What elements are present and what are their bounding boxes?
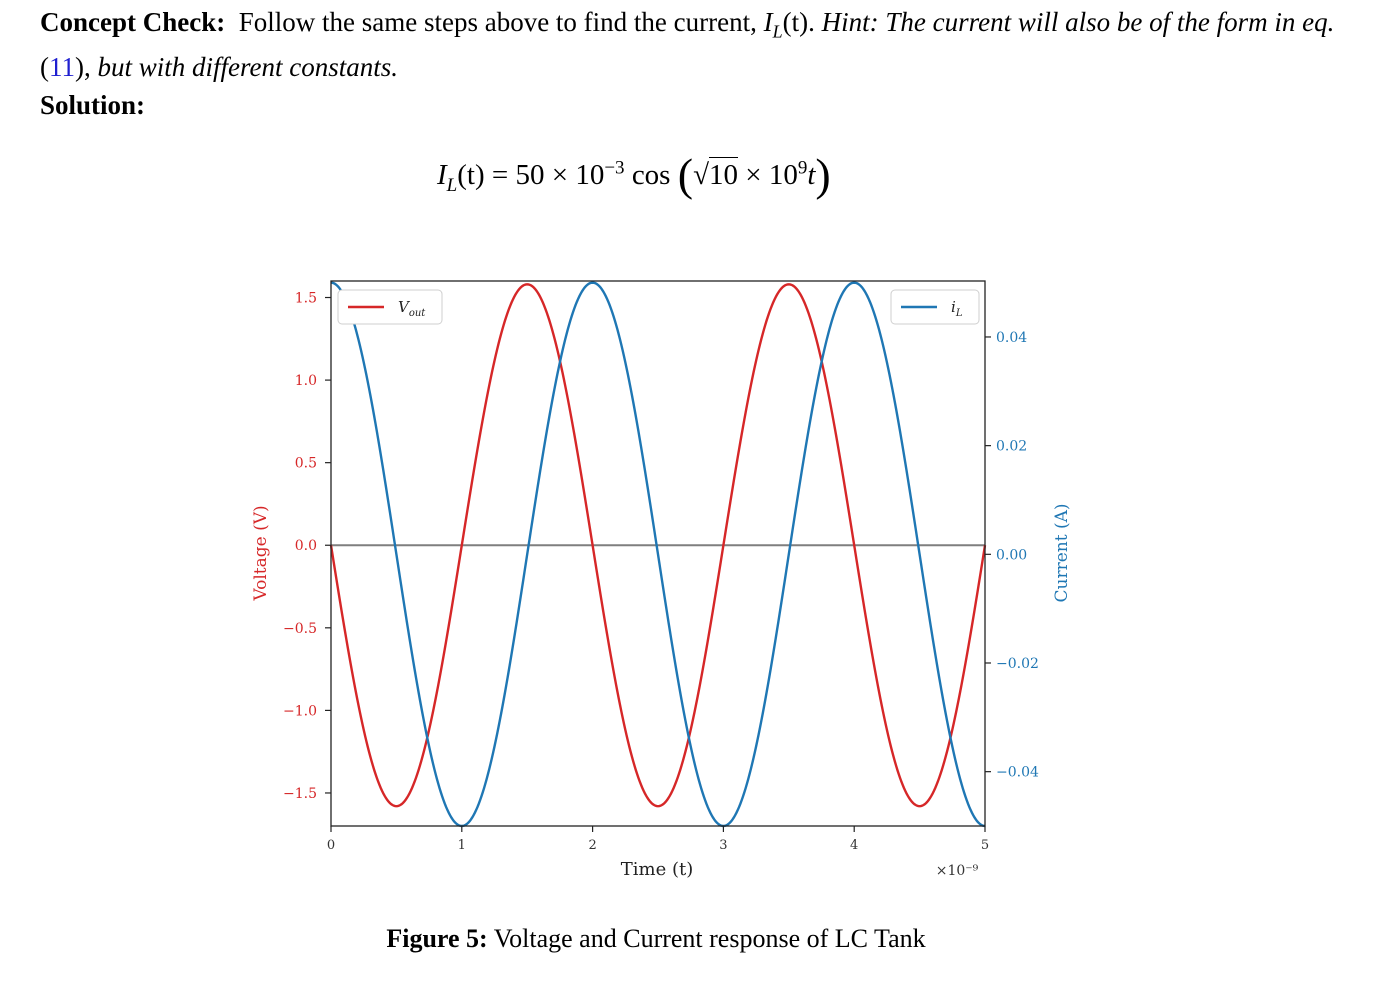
figure-caption: Figure 5: Voltage and Current response o… bbox=[386, 924, 926, 953]
x-tick-label: 5 bbox=[981, 838, 989, 853]
solution-label: Solution: bbox=[40, 90, 146, 120]
y-left-tick-label: −1.0 bbox=[283, 703, 317, 719]
x-axis-multiplier: ×10⁻⁹ bbox=[936, 863, 979, 879]
y-right-tick-label: 0.04 bbox=[996, 330, 1027, 346]
x-axis-label: Time (t) bbox=[621, 859, 693, 880]
plot-frame bbox=[330, 280, 986, 827]
y-left-tick-label: 0.0 bbox=[295, 538, 317, 554]
y-right-tick-label: −0.02 bbox=[996, 656, 1039, 672]
series-line-v-out bbox=[329, 283, 987, 808]
y-left-tick-label: −1.5 bbox=[283, 786, 317, 802]
current-symbol: IL bbox=[763, 7, 783, 42]
y-left-tick-label: 1.0 bbox=[295, 373, 317, 389]
hint-text: Hint: The current will also be of the fo… bbox=[821, 7, 1335, 37]
y-left-tick-label: 1.5 bbox=[295, 291, 317, 307]
x-tick-label: 4 bbox=[850, 838, 858, 853]
y-right-tick-label: 0.02 bbox=[996, 439, 1027, 455]
equation-ref-link[interactable]: (11), bbox=[40, 52, 91, 83]
y-right-tick-label: 0.00 bbox=[996, 547, 1027, 563]
current-symbol-arg: (t). bbox=[782, 7, 815, 37]
y-right-tick-label: −0.04 bbox=[996, 765, 1039, 781]
current-equation: IL(t) = 50 × 10−3 cos (√10 × 109t) bbox=[437, 149, 831, 200]
concept-check-paragraph: Concept Check: Follow the same steps abo… bbox=[40, 4, 1350, 85]
y-left-axis-label: Voltage (V) bbox=[251, 505, 271, 601]
series-line-i-l bbox=[330, 281, 986, 828]
y-right-axis-label: Current (A) bbox=[1052, 504, 1072, 603]
concept-check-text: Follow the same steps above to find the … bbox=[238, 7, 764, 37]
concept-check-label: Concept Check: bbox=[40, 7, 226, 37]
x-tick-label: 2 bbox=[588, 838, 596, 853]
y-left-tick-label: 0.5 bbox=[295, 456, 317, 472]
x-tick-label: 0 bbox=[327, 838, 335, 853]
x-tick-label: 1 bbox=[458, 838, 466, 853]
legend-label: iL bbox=[951, 298, 963, 319]
lc-tank-chart: 0 1 2 3 4 5 1.5 1.0 0.5 0.0 −0.5 −1.0 −1.5 0.04 0.02 0.… bbox=[251, 280, 1072, 880]
hint-text-end: but with different constants. bbox=[90, 52, 399, 83]
x-tick-label: 3 bbox=[719, 838, 727, 853]
y-left-tick-label: −0.5 bbox=[283, 621, 317, 637]
legend-box bbox=[337, 289, 443, 325]
